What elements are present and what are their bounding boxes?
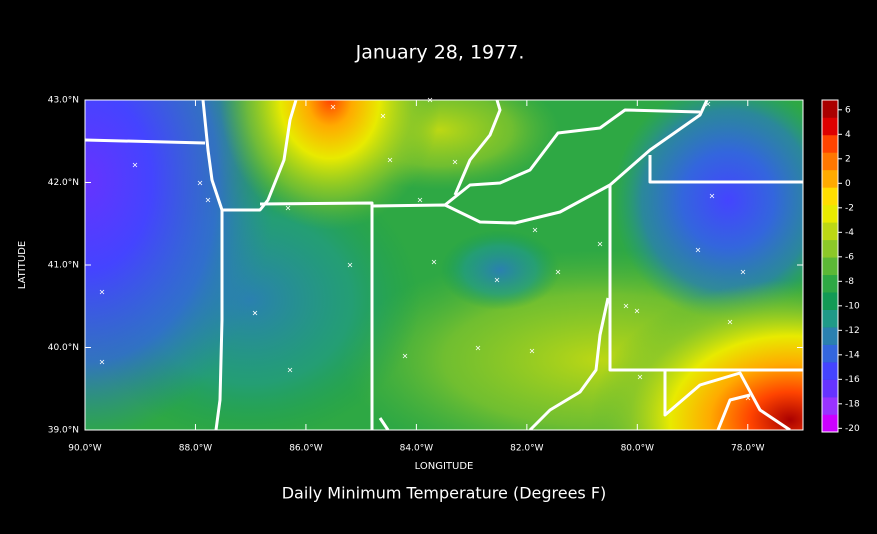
station-marker [252,310,258,316]
colorbar-tick-label: -10 [845,301,860,311]
station-marker [132,162,138,168]
colorbar-swatch [822,169,838,188]
station-marker [695,247,701,253]
colorbar-tick-label: 0 [845,179,851,189]
station-marker [205,197,211,203]
colorbar-swatch [822,222,838,241]
colorbar-swatch [822,100,838,118]
border [528,297,610,430]
station-marker [623,303,629,309]
station-marker [431,259,437,265]
y-axis-label: LATITUDE [17,241,28,289]
station-marker [387,157,393,163]
station-marker [727,319,733,325]
colorbar-swatch [822,274,838,293]
colorbar-swatch [822,152,838,171]
station-marker [529,348,535,354]
colorbar-tick-label: -12 [845,326,860,336]
border [85,138,206,145]
station-marker [634,308,640,314]
colorbar-swatch [822,134,838,153]
y-tick-label: 43.0°N [48,96,79,106]
colorbar-tick-label: 4 [845,130,851,140]
map-title: January 28, 1977. [355,42,525,64]
colorbar-tick-label: -20 [845,424,860,434]
colorbar-tick-label: -4 [845,228,854,238]
border [444,108,701,207]
colorbar-swatch [822,327,838,345]
colorbar-swatch [822,362,838,380]
station-marker [197,180,203,186]
colorbar-swatch [822,204,838,223]
station-marker [705,101,711,107]
colorbar-swatch [822,344,838,363]
station-marker [452,159,458,165]
colorbar-tick-label: -2 [845,203,854,213]
colorbar-swatch [822,414,838,433]
station-marker [494,277,500,283]
colorbar-swatch [822,239,838,258]
y-tick-label: 40.0°N [48,343,79,353]
station-marker [637,374,643,380]
map-subtitle: Daily Minimum Temperature (Degrees F) [282,484,607,503]
border [453,100,502,196]
station-marker [532,227,538,233]
station-marker [475,345,481,351]
colorbar-swatch [822,187,838,206]
border [648,155,803,184]
border [222,100,298,212]
border [608,185,803,372]
colorbar-tick-label: -18 [845,399,860,409]
colorbar-swatch [822,309,838,328]
border [663,370,791,430]
station-marker [99,359,105,365]
x-tick-label: 86.0°W [289,444,323,454]
station-marker [347,262,353,268]
station-marker [99,289,105,295]
station-marker [597,241,603,247]
station-marker [380,113,386,119]
x-axis-label: LONGITUDE [415,461,474,472]
border [371,100,709,225]
station-marker [417,197,423,203]
colorbar-tick-label: -16 [845,375,860,385]
y-tick-label: 39.0°N [48,426,79,436]
station-marker [427,97,433,103]
station-marker [555,269,561,275]
x-tick-label: 84.0°W [400,444,434,454]
colorbar-swatch [822,397,838,415]
colorbar-tick-label: -14 [845,350,860,360]
border [259,201,374,430]
colorbar-swatch [822,117,838,136]
colorbar-frame [821,99,839,433]
colorbar-tick-label: -6 [845,252,854,262]
colorbar-swatch [822,257,838,276]
station-marker [740,269,746,275]
y-tick-label: 41.0°N [48,261,79,271]
colorbar-tick-label: 6 [845,105,851,115]
x-tick-label: 88.0°W [179,444,213,454]
x-tick-label: 82.0°W [510,444,544,454]
y-tick-label: 42.0°N [48,178,79,188]
station-marker [745,395,751,401]
border [716,393,751,430]
colorbar-tick-label: -8 [845,277,854,287]
station-marker [330,104,336,110]
station-marker [285,205,291,211]
colorbar-tick-label: 2 [845,154,851,164]
colorbar-swatch [822,379,838,398]
border [378,417,390,430]
station-marker [709,193,715,199]
colorbar-swatch [822,292,838,310]
station-marker [287,367,293,373]
station-marker [402,353,408,359]
x-tick-label: 78.0°W [731,444,765,454]
x-tick-label: 80.0°W [621,444,655,454]
x-tick-label: 90.0°W [68,444,102,454]
